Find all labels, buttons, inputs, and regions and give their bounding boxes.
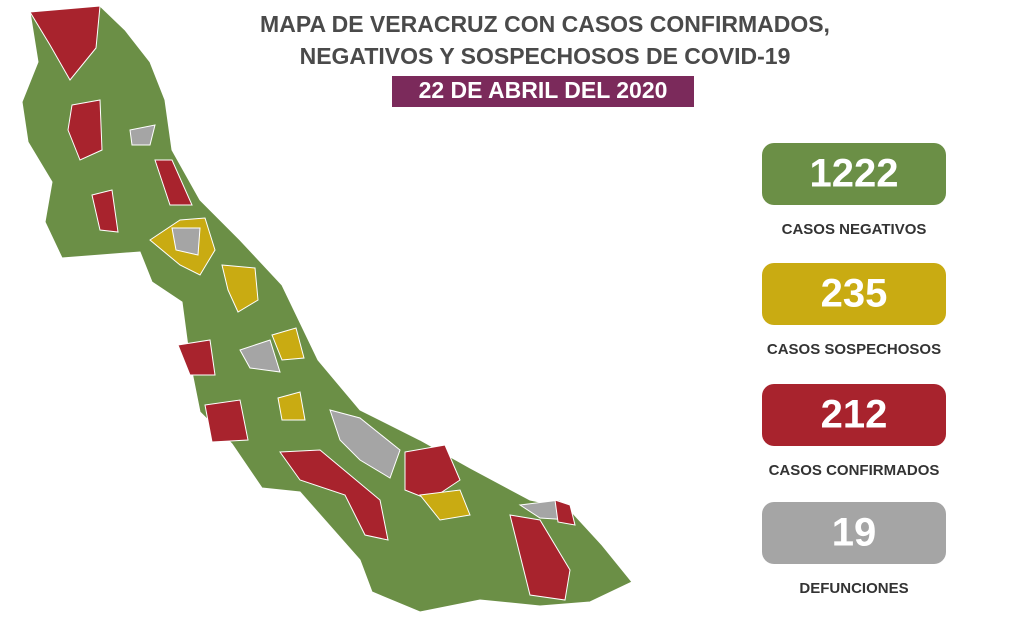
stat-value: 235 xyxy=(821,272,888,316)
region-yellow xyxy=(221,264,259,313)
region-red xyxy=(67,99,103,161)
stat-box xyxy=(762,384,946,446)
stat-box xyxy=(762,502,946,564)
region-red xyxy=(177,339,216,376)
state-shape xyxy=(21,5,633,613)
date-banner xyxy=(392,76,694,107)
region-yellow xyxy=(271,327,305,361)
region-red xyxy=(204,399,249,443)
title-line: MAPA DE VERACRUZ CON CASOS CONFIRMADOS, xyxy=(260,11,830,37)
region-yellow xyxy=(419,489,471,521)
region-gray xyxy=(129,124,156,146)
stat-value: 1222 xyxy=(810,152,899,196)
region-gray xyxy=(329,409,401,479)
stats: 1222 CASOS NEGATIVOS 235 CASOS SOSPECHOSOS 2… xyxy=(762,143,946,597)
region-red xyxy=(404,444,461,501)
date: 22 DE ABRIL DEL 2020 xyxy=(419,77,668,103)
stat-box xyxy=(762,143,946,205)
region-gray xyxy=(171,227,201,256)
region-red xyxy=(279,449,389,541)
stat-label: DEFUNCIONES xyxy=(799,580,908,597)
region-red xyxy=(554,499,576,526)
title-line: NEGATIVOS Y SOSPECHOSOS DE COVID-19 xyxy=(300,43,791,69)
stat-box xyxy=(762,263,946,325)
region-red xyxy=(29,5,101,81)
stat-label: CASOS CONFIRMADOS xyxy=(769,462,940,479)
stat-label: CASOS SOSPECHOSOS xyxy=(767,341,941,358)
region-red xyxy=(91,189,119,233)
region-red xyxy=(154,159,193,206)
stat-value: 19 xyxy=(832,511,877,555)
region-red xyxy=(509,514,571,601)
stat-label: CASOS NEGATIVOS xyxy=(782,221,927,238)
stat-value: 212 xyxy=(821,393,888,437)
region-yellow xyxy=(277,391,306,421)
map xyxy=(21,5,633,613)
region-gray xyxy=(239,339,281,373)
